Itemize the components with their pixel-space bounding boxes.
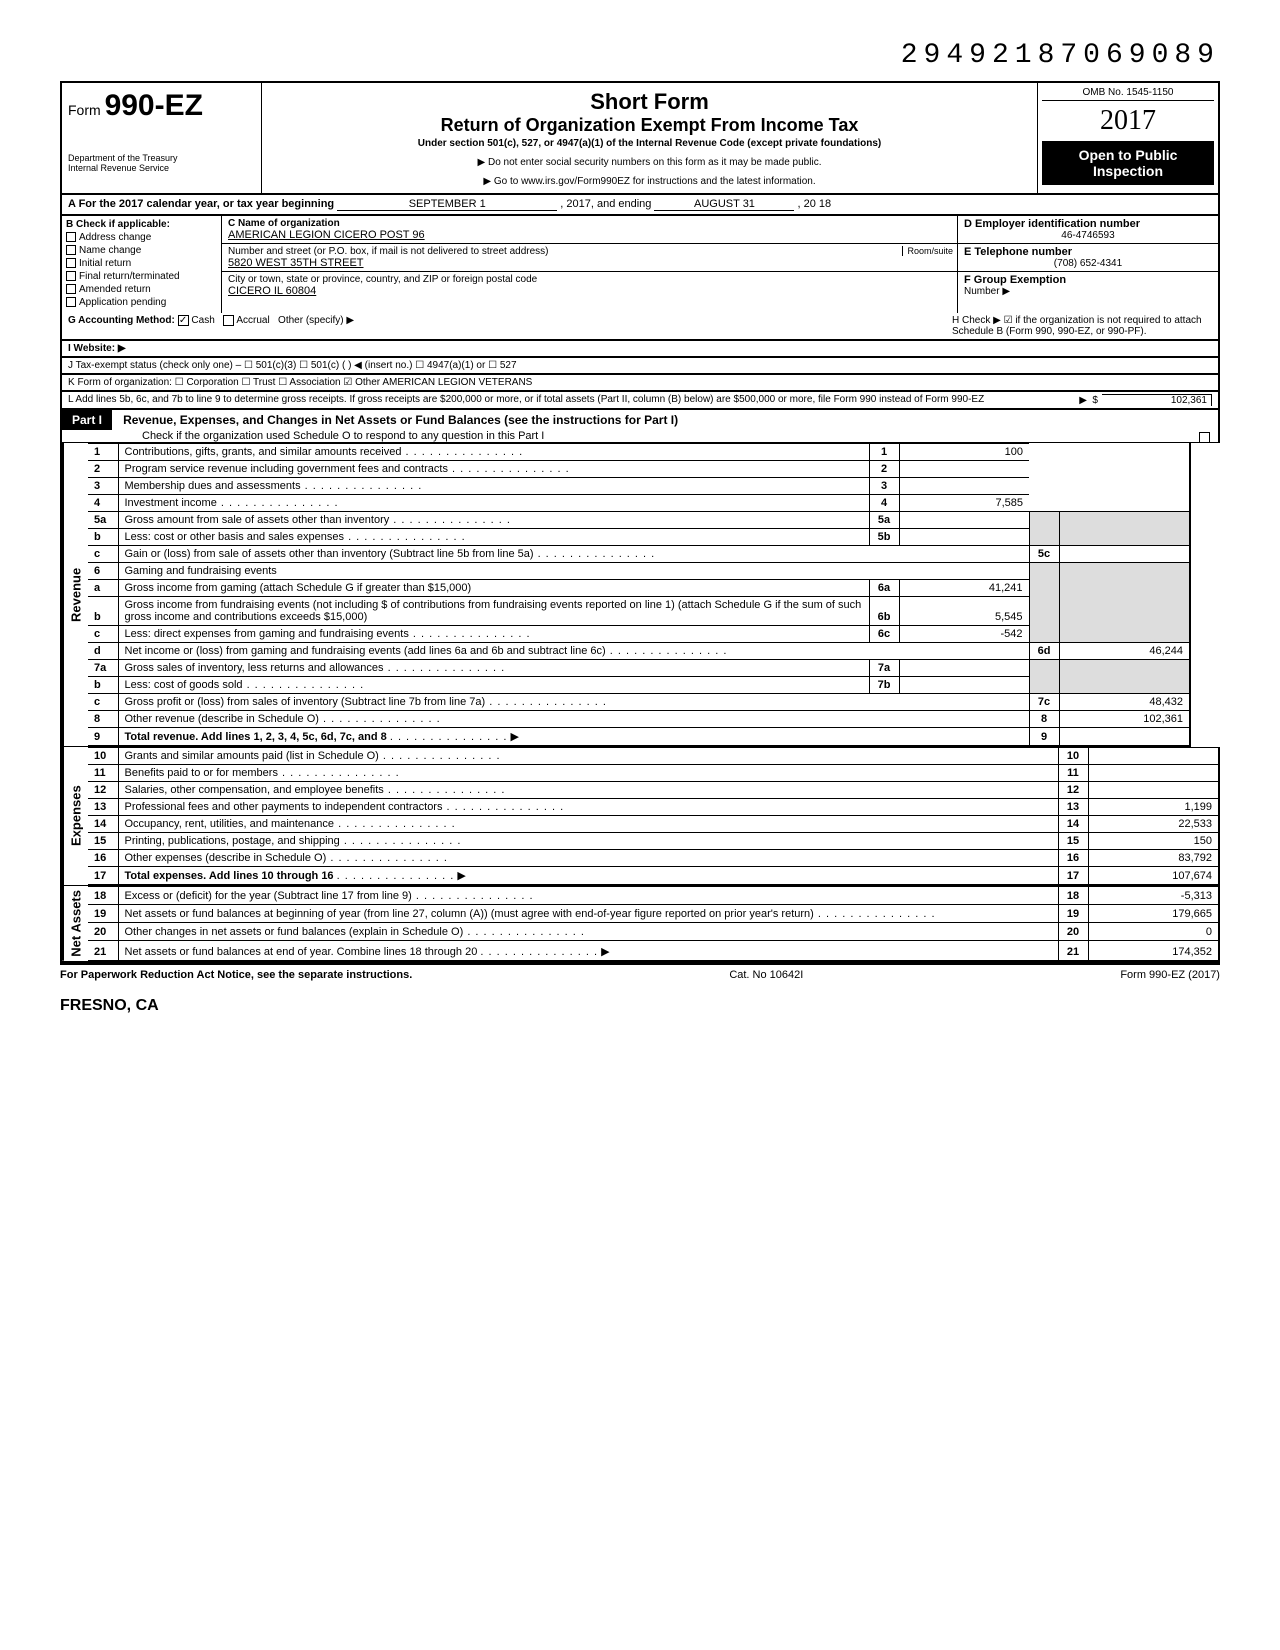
form-number: Form 990-EZ: [68, 89, 255, 123]
gross-receipts: 102,361: [1102, 394, 1212, 406]
revenue-label: Revenue: [62, 443, 88, 746]
received-stamp: FRESNO, CA: [60, 997, 1220, 1015]
form-ref: Form 990-EZ (2017): [1120, 969, 1220, 981]
b-header: B Check if applicable:: [66, 219, 170, 230]
revenue-section: Revenue 1Contributions, gifts, grants, a…: [60, 443, 1191, 747]
subtitle: Under section 501(c), 527, or 4947(a)(1)…: [272, 138, 1027, 149]
net-assets-section: Net Assets 18Excess or (deficit) for the…: [60, 886, 1220, 963]
title-short-form: Short Form: [272, 89, 1027, 115]
part1-header: Part I Revenue, Expenses, and Changes in…: [60, 410, 1220, 443]
addr-label: Number and street (or P.O. box, if mail …: [228, 246, 549, 257]
row-a-tax-year: A For the 2017 calendar year, or tax yea…: [60, 195, 1220, 216]
cb-accrual[interactable]: [223, 315, 234, 326]
net-assets-label: Net Assets: [62, 886, 88, 961]
d-label: D Employer identification number: [964, 218, 1140, 230]
row-l: L Add lines 5b, 6c, and 7b to line 9 to …: [60, 392, 1220, 410]
dept-treasury: Department of the Treasury Internal Reve…: [68, 153, 255, 173]
tax-year: 2017: [1042, 105, 1214, 137]
form-header: Form 990-EZ Department of the Treasury I…: [60, 81, 1220, 195]
note-url: ▶ Go to www.irs.gov/Form990EZ for instru…: [272, 176, 1027, 187]
city-label: City or town, state or province, country…: [228, 274, 537, 285]
telephone: (708) 652-4341: [964, 258, 1212, 269]
cb-amended[interactable]: Amended return: [66, 284, 217, 295]
city-state-zip: CICERO IL 60804: [228, 285, 316, 297]
row-g: G Accounting Method: ✓ Cash Accrual Othe…: [60, 313, 1220, 341]
street-address: 5820 WEST 35TH STREET: [228, 257, 364, 269]
f-label2: Number ▶: [964, 286, 1010, 297]
identity-block: B Check if applicable: Address change Na…: [60, 216, 1220, 313]
e-label: E Telephone number: [964, 246, 1072, 258]
expenses-label: Expenses: [62, 747, 88, 885]
cb-schedule-o[interactable]: [1199, 432, 1210, 443]
row-k: K Form of organization: ☐ Corporation ☐ …: [60, 375, 1220, 392]
title-return: Return of Organization Exempt From Incom…: [272, 115, 1027, 136]
page-footer: For Paperwork Reduction Act Notice, see …: [60, 963, 1220, 985]
org-name: AMERICAN LEGION CICERO POST 96: [228, 229, 425, 241]
document-number: 29492187069089: [60, 40, 1220, 71]
omb-number: OMB No. 1545-1150: [1042, 87, 1214, 101]
cb-cash[interactable]: ✓: [178, 315, 189, 326]
c-label: C Name of organization: [228, 218, 340, 229]
row-h: H Check ▶ ☑ if the organization is not r…: [952, 315, 1212, 337]
note-ssn: ▶ Do not enter social security numbers o…: [272, 157, 1027, 168]
cb-application-pending[interactable]: Application pending: [66, 297, 217, 308]
row-j: J Tax-exempt status (check only one) – ☐…: [60, 358, 1220, 375]
cb-name-change[interactable]: Name change: [66, 245, 217, 256]
cb-final-return[interactable]: Final return/terminated: [66, 271, 217, 282]
expenses-section: Expenses 10Grants and similar amounts pa…: [60, 747, 1220, 886]
room-suite-label: Room/suite: [902, 246, 953, 256]
catalog-number: Cat. No 10642I: [729, 969, 803, 981]
f-label: F Group Exemption: [964, 274, 1066, 286]
ein: 46-4746593: [964, 230, 1212, 241]
cb-address-change[interactable]: Address change: [66, 232, 217, 243]
cb-initial-return[interactable]: Initial return: [66, 258, 217, 269]
paperwork-notice: For Paperwork Reduction Act Notice, see …: [60, 969, 412, 981]
open-to-public: Open to PublicInspection: [1042, 141, 1214, 185]
row-i: I Website: ▶: [60, 341, 1220, 358]
